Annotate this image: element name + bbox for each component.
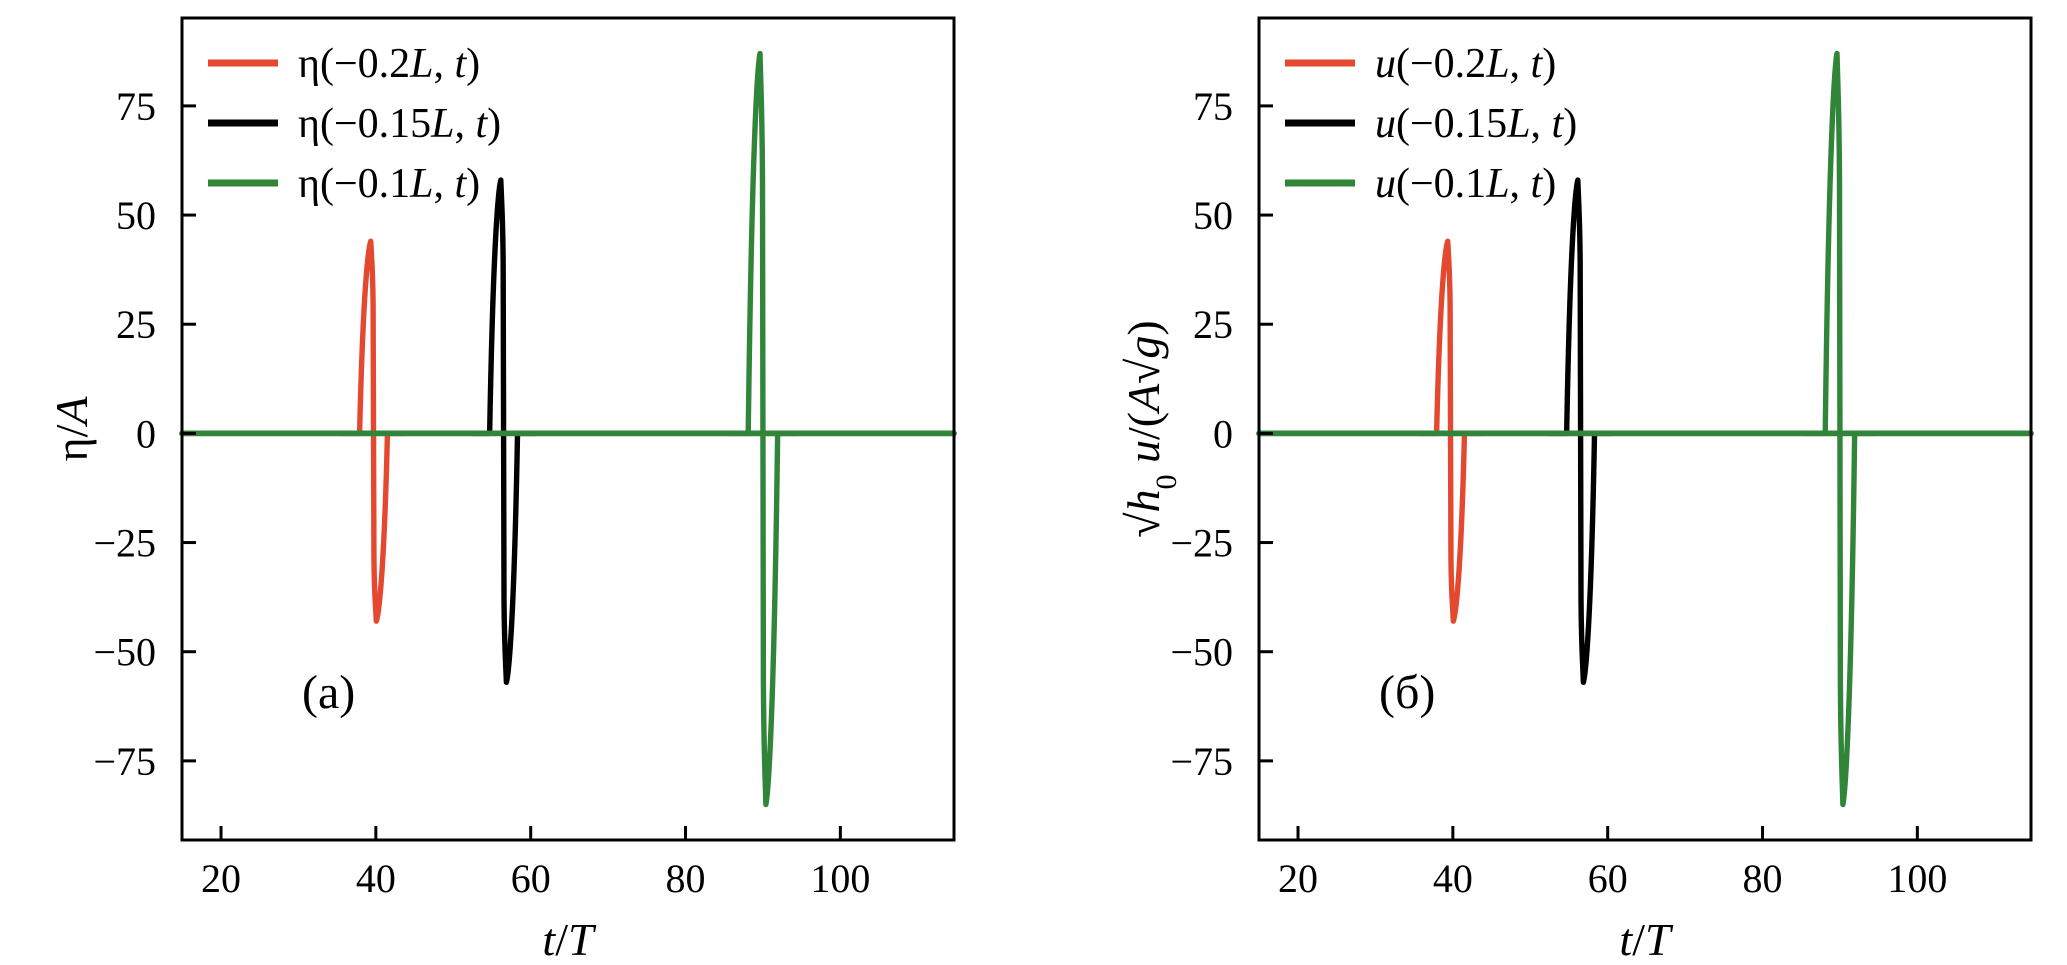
svg-text:η(−0.15L, t): η(−0.15L, t) [298,101,501,147]
svg-text:50: 50 [1193,193,1233,238]
svg-text:0: 0 [1213,411,1233,456]
svg-text:75: 75 [116,84,156,129]
svg-text:t/T: t/T [1619,914,1674,965]
svg-text:−25: −25 [1170,521,1233,566]
svg-text:80: 80 [666,856,706,901]
svg-text:η(−0.1L, t): η(−0.1L, t) [298,161,480,207]
svg-text:η/A: η/A [46,396,97,462]
svg-text:50: 50 [116,193,156,238]
svg-text:20: 20 [1278,856,1318,901]
svg-text:−50: −50 [93,630,156,675]
svg-text:u(−0.2L, t): u(−0.2L, t) [1375,41,1556,87]
svg-text:60: 60 [511,856,551,901]
svg-text:100: 100 [810,856,870,901]
svg-text:40: 40 [356,856,396,901]
svg-text:40: 40 [1433,856,1473,901]
svg-text:0: 0 [136,411,156,456]
svg-text:−75: −75 [1170,739,1233,784]
svg-text:25: 25 [116,302,156,347]
svg-text:−75: −75 [93,739,156,784]
svg-text:75: 75 [1193,84,1233,129]
svg-text:100: 100 [1887,856,1947,901]
svg-text:20: 20 [201,856,241,901]
svg-text:u(−0.15L, t): u(−0.15L, t) [1375,101,1577,147]
svg-text:−50: −50 [1170,630,1233,675]
svg-text:60: 60 [1588,856,1628,901]
svg-text:η(−0.2L, t): η(−0.2L, t) [298,41,480,87]
svg-text:(a): (a) [302,666,355,719]
svg-text:(б): (б) [1379,666,1435,719]
svg-text:u(−0.1L, t): u(−0.1L, t) [1375,161,1556,207]
svg-text:80: 80 [1743,856,1783,901]
svg-text:t/T: t/T [542,914,597,965]
svg-text:−25: −25 [93,521,156,566]
svg-text:25: 25 [1193,302,1233,347]
